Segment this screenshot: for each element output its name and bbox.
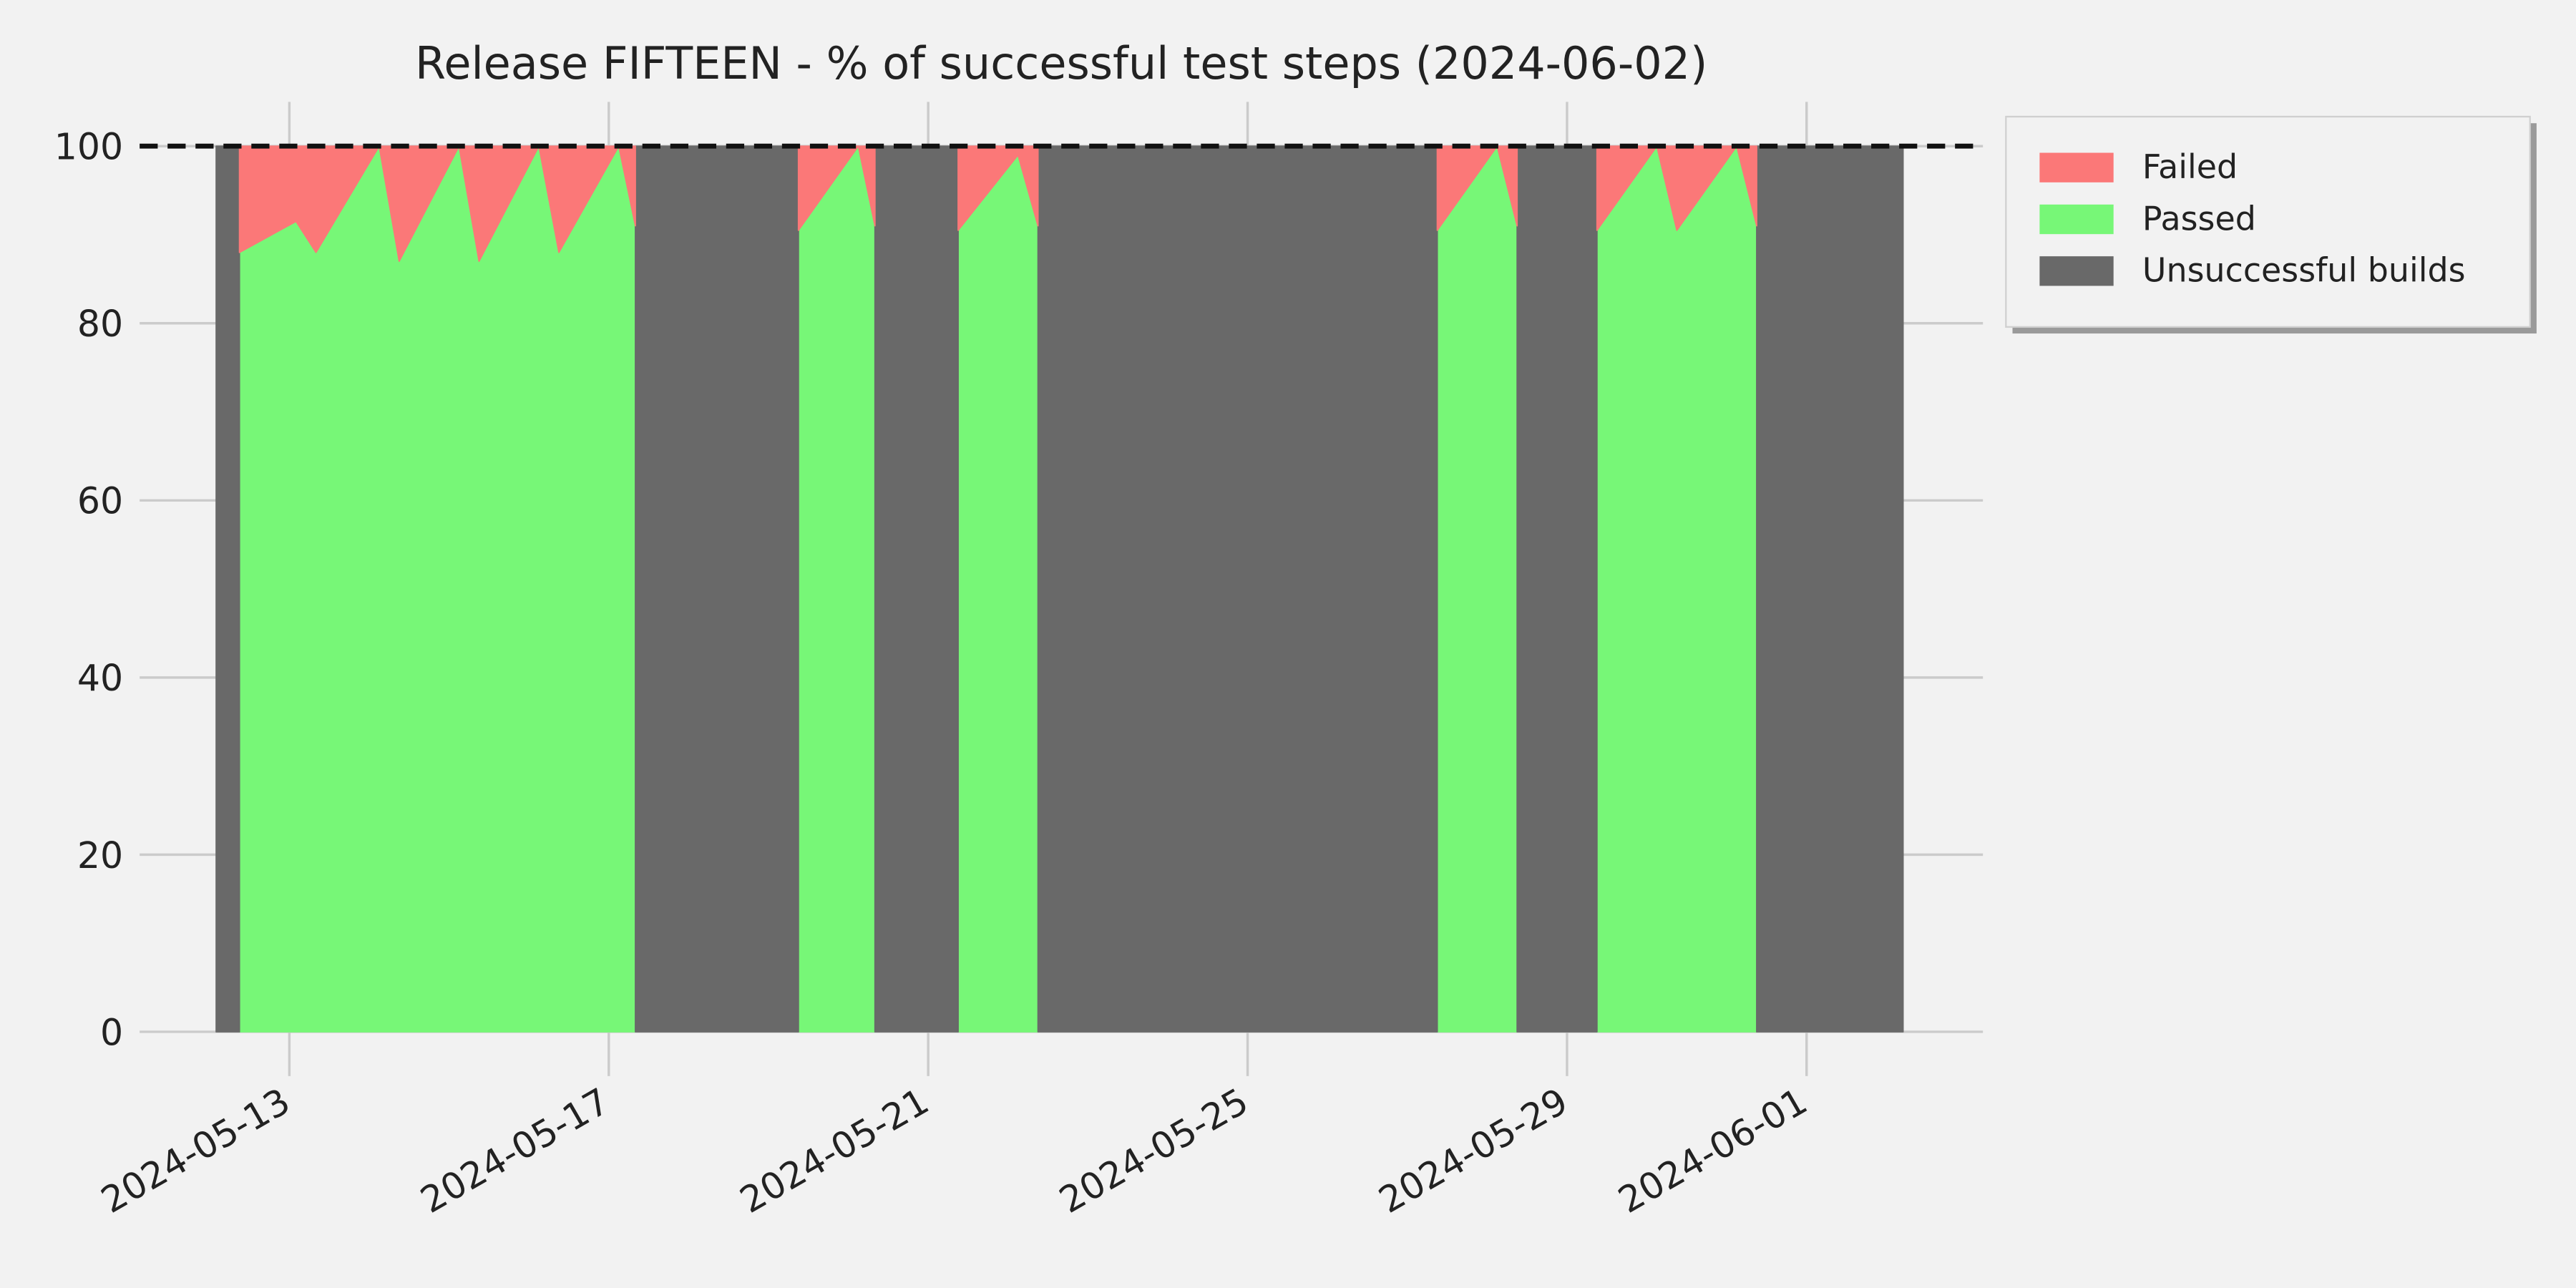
chart-title: Release FIFTEEN - % of successful test s… [415, 37, 1707, 89]
y-tick-label: 20 [77, 834, 123, 877]
legend: Failed Passed Unsuccessful builds [2005, 115, 2537, 334]
plot-area [140, 143, 1984, 1033]
area [238, 145, 1757, 263]
legend-label: Failed [2142, 147, 2238, 186]
y-tick-label: 0 [100, 1011, 123, 1053]
legend-label: Passed [2142, 199, 2256, 238]
area [215, 145, 1904, 1033]
legend-label: Unsuccessful builds [2142, 251, 2466, 290]
legend-swatch [2039, 256, 2114, 286]
y-tick-label: 40 [77, 657, 123, 699]
y-tick-label: 100 [54, 126, 123, 168]
y-tick-label: 80 [77, 303, 123, 345]
legend-swatch [2039, 204, 2114, 235]
legend-swatch [2039, 152, 2114, 182]
y-tick-label: 60 [77, 480, 123, 522]
